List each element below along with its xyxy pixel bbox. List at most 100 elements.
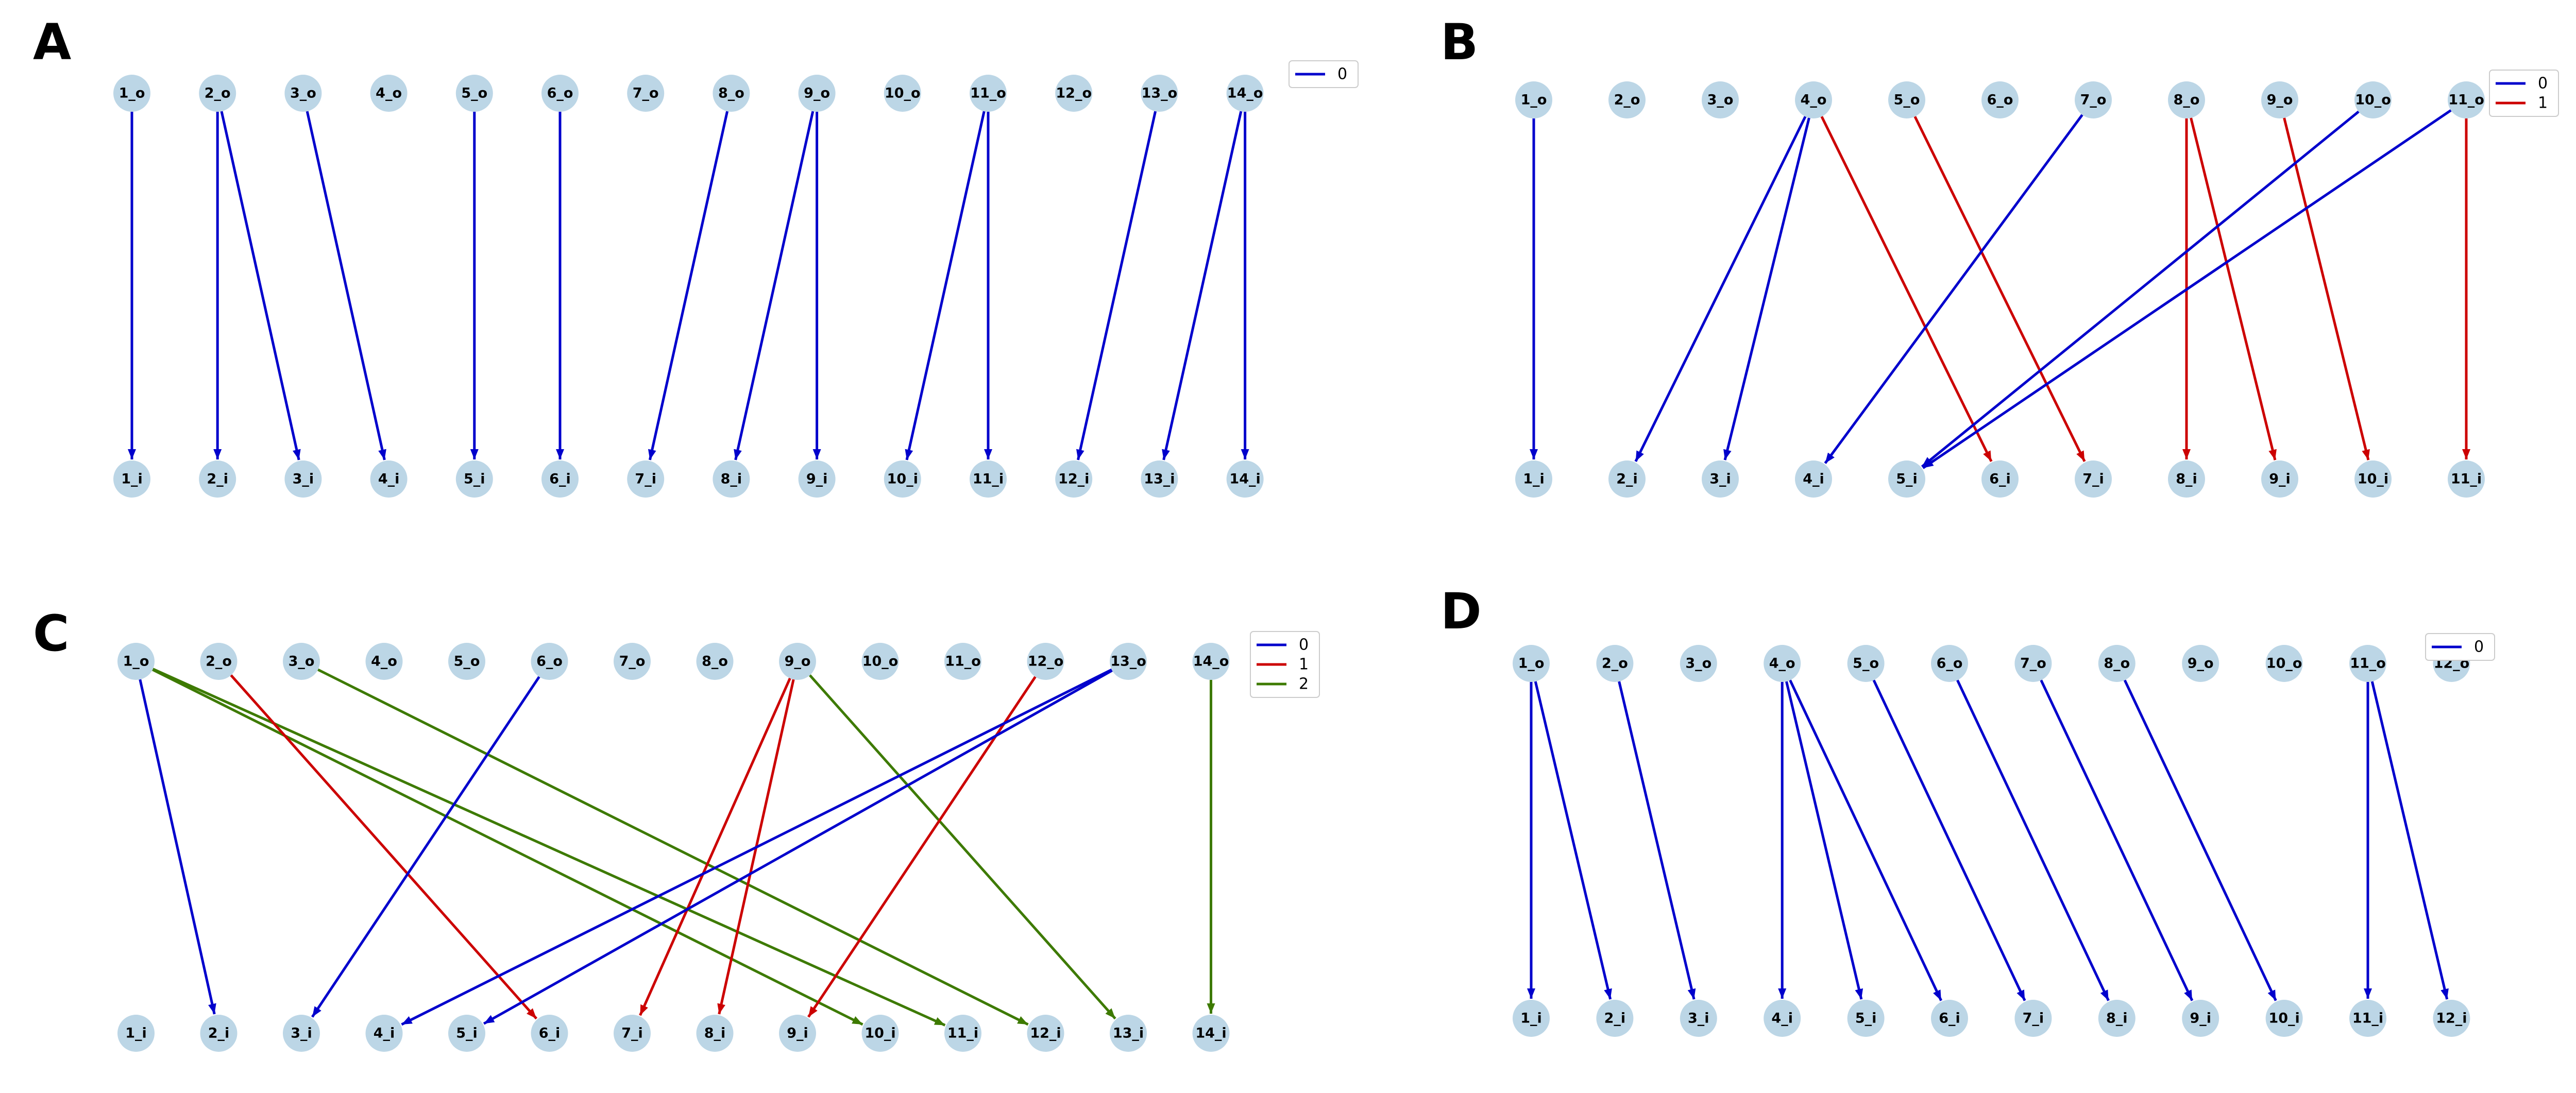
node-3_o: 3_o — [1680, 645, 1717, 682]
node-9_o: 9_o — [779, 643, 816, 680]
node-circle — [2261, 81, 2298, 118]
node-5_o: 5_o — [455, 75, 493, 112]
node-2_o: 2_o — [1608, 81, 1646, 118]
node-circle — [199, 75, 236, 112]
node-7_o: 7_o — [614, 643, 651, 680]
legend-label: 0 — [2474, 638, 2484, 656]
node-1_o: 1_o — [1515, 81, 1552, 118]
node-circle — [2349, 1000, 2386, 1037]
node-circle — [370, 75, 408, 112]
node-13_i: 13_i — [1110, 1015, 1147, 1052]
node-label: 10_i — [887, 471, 918, 487]
node-9_i: 9_i — [2182, 1000, 2219, 1037]
node-label: 12_o — [1028, 654, 1064, 670]
node-5_i: 5_i — [1888, 460, 1925, 498]
node-group: 1_o 2_o 3_o 4_o 5_o 6_o 7_o 8_o 9_o 10_o 11_o 12_o 1… — [117, 643, 1230, 1052]
node-9_o: 9_o — [2182, 645, 2219, 682]
node-circle — [370, 460, 408, 498]
node-4_i: 4_i — [370, 460, 408, 498]
node-circle — [1027, 1015, 1064, 1052]
node-8_o: 8_o — [2098, 645, 2136, 682]
node-circle — [2265, 1000, 2303, 1037]
node-circle — [2098, 1000, 2136, 1037]
node-circle — [1141, 75, 1178, 112]
node-1_i: 1_i — [1515, 460, 1552, 498]
node-11_o: 11_o — [2349, 645, 2386, 682]
node-circle — [1226, 75, 1264, 112]
edge-6_o-to-8_i — [1956, 679, 2110, 1001]
node-label: 3_i — [1709, 471, 1731, 487]
node-label: 11_o — [2350, 656, 2386, 672]
node-13_o: 13_o — [1110, 643, 1147, 680]
node-12_i: 12_i — [1055, 460, 1093, 498]
node-5_i: 5_i — [448, 1015, 485, 1052]
node-11_o: 11_o — [970, 75, 1007, 112]
node-circle — [117, 1015, 155, 1052]
node-circle — [884, 75, 921, 112]
node-circle — [1141, 460, 1178, 498]
node-11_i: 11_i — [2349, 1000, 2386, 1037]
node-circle — [614, 643, 651, 680]
node-8_i: 8_i — [696, 1015, 734, 1052]
node-label: 5_i — [456, 1026, 478, 1041]
node-label: 4_o — [371, 654, 397, 670]
node-circle — [2098, 645, 2136, 682]
edge-10_o-to-5_i — [1921, 110, 2360, 468]
legend-box — [2489, 70, 2559, 117]
node-label: 3_o — [1707, 92, 1734, 108]
node-label: 13_i — [1144, 471, 1175, 487]
node-2_i: 2_i — [1596, 1000, 1634, 1037]
edge-8_o-to-9_i — [2190, 117, 2277, 460]
node-circle — [627, 75, 665, 112]
node-1_i: 1_i — [117, 1015, 155, 1052]
node-label: 7_i — [2082, 471, 2104, 487]
panel-b: B 1_o 2_o 3_o 4_o 5_o 6_o 7_o 8_o 9_o 10_o 11_o 1_i… — [1440, 13, 2559, 498]
node-label: 5_o — [461, 86, 487, 101]
node-7_o: 7_o — [2075, 81, 2112, 118]
edge-4_o-to-2_i — [1634, 116, 1807, 463]
node-label: 6_i — [549, 471, 571, 487]
node-circle — [1847, 645, 1885, 682]
node-circle — [455, 460, 493, 498]
node-label: 1_i — [121, 471, 143, 487]
node-label: 3_i — [1688, 1011, 1709, 1027]
node-2_o: 2_o — [1596, 645, 1634, 682]
node-13_i: 13_i — [1141, 460, 1178, 498]
edge-9_o-to-8_i — [734, 111, 815, 460]
node-3_o: 3_o — [284, 75, 322, 112]
node-label: 8_o — [702, 654, 728, 670]
node-circle — [199, 460, 236, 498]
node-1_o: 1_o — [1513, 645, 1550, 682]
node-circle — [541, 75, 579, 112]
node-10_i: 10_i — [861, 1015, 899, 1052]
node-circle — [614, 1015, 651, 1052]
node-circle — [696, 643, 734, 680]
node-label: 10_o — [862, 654, 899, 670]
node-circle — [1596, 645, 1634, 682]
node-1_o: 1_o — [113, 75, 150, 112]
node-label: 5_o — [454, 654, 480, 670]
node-label: 9_i — [806, 471, 828, 487]
node-11_i: 11_i — [970, 460, 1007, 498]
node-7_o: 7_o — [627, 75, 665, 112]
panel-label: D — [1440, 583, 1482, 640]
node-circle — [1888, 460, 1925, 498]
node-circle — [2014, 1000, 2052, 1037]
edge-group — [128, 111, 1249, 460]
node-label: 6_o — [536, 654, 563, 670]
node-label: 12_i — [1030, 1026, 1061, 1041]
node-label: 11_o — [945, 654, 981, 670]
node-label: 10_o — [2266, 656, 2302, 672]
node-label: 1_i — [1523, 471, 1545, 487]
edge-1_o-to-2_i — [1534, 681, 1612, 1000]
node-label: 4_o — [1801, 92, 1827, 108]
panel-d: D 1_o 2_o 3_o 4_o 5_o 6_o 7_o 8_o 9_o 10_o 11_o 12_… — [1440, 583, 2495, 1037]
edge-11_o-to-12_i — [2370, 681, 2449, 1000]
node-label: 1_o — [1518, 656, 1545, 672]
node-label: 4_i — [374, 1026, 395, 1041]
node-label: 3_o — [1685, 656, 1711, 672]
node-9_i: 9_i — [779, 1015, 816, 1052]
node-label: 10_o — [885, 86, 921, 101]
node-label: 12_i — [2436, 1011, 2467, 1027]
node-10_i: 10_i — [884, 460, 921, 498]
